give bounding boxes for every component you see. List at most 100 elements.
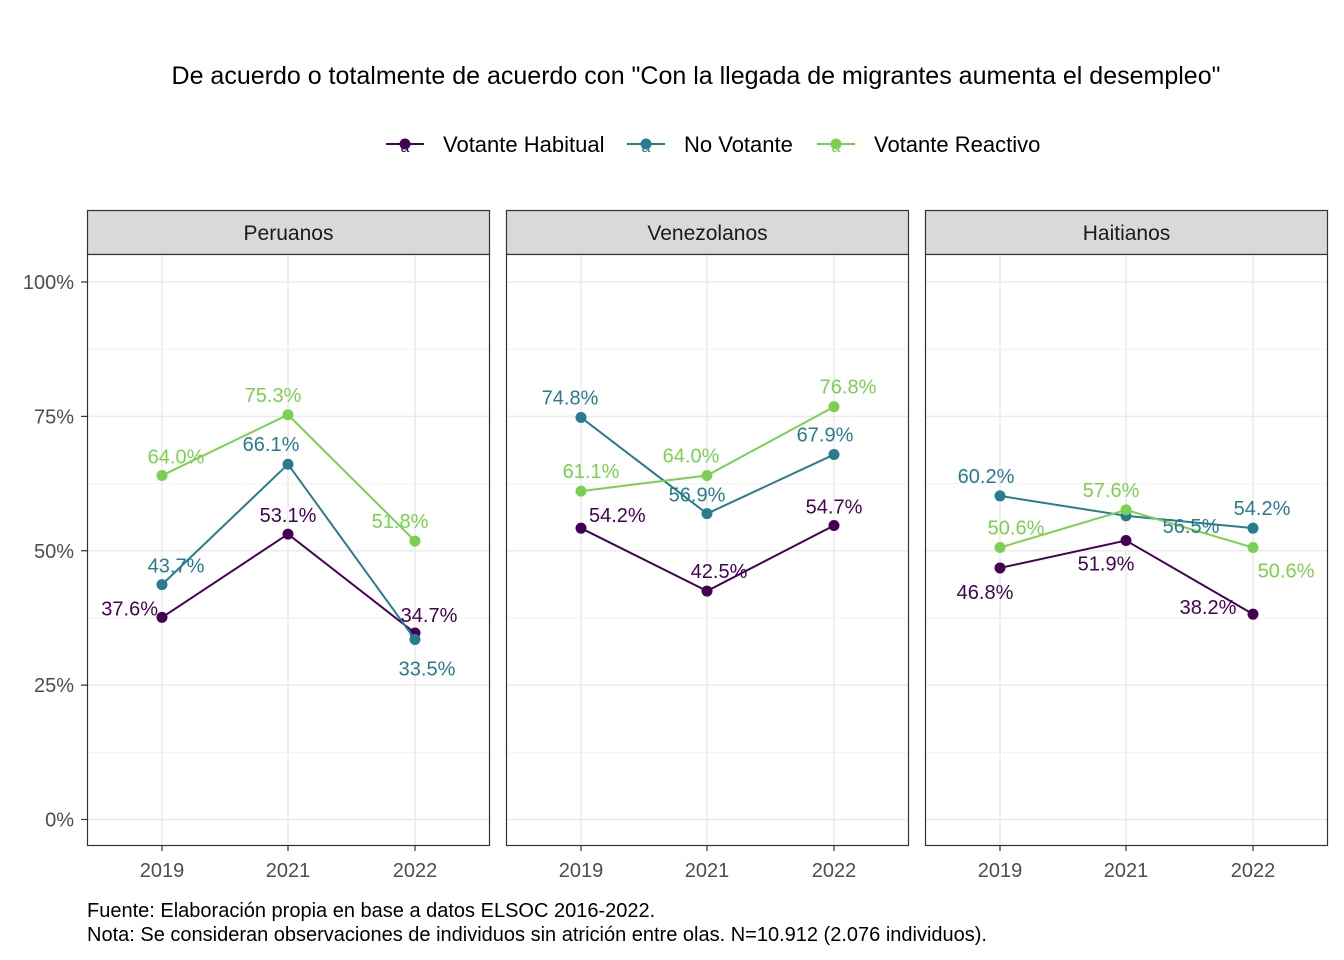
data-label: 51.8% [372,511,429,533]
legend-key-point [399,138,411,150]
data-label: 75.3% [245,385,302,407]
series [575,519,840,597]
chart-title: De acuerdo o totalmente de acuerdo con "… [172,62,1221,90]
legend-item: a No Votante [627,132,793,157]
data-label: 51.9% [1078,554,1135,576]
y-tick-label: 75% [34,406,74,428]
data-label: 54.2% [589,505,646,527]
legend: a Votante Habitual a No Votante a Votante Rea… [386,132,1040,157]
data-point [282,528,294,540]
legend-label: Votante Habitual [443,132,604,157]
data-label: 54.7% [806,496,863,518]
y-tick-label: 50% [34,541,74,563]
data-label: 76.8% [820,377,877,399]
series [994,535,1259,620]
facet-strip-label: Peruanos [244,222,334,245]
series [575,401,840,497]
data-point [1120,504,1132,516]
panel-border [86,253,491,847]
y-tick-label: 0% [45,810,74,832]
data-point [701,585,713,597]
data-point [1120,535,1132,547]
facet-strip-label: Haitianos [1083,222,1171,245]
data-label: 64.0% [148,447,205,469]
caption-source: Fuente: Elaboración propia en base a dat… [87,900,655,922]
data-point [156,470,168,481]
facet-strip [86,209,491,256]
facet-panel: Haitianos 2019 2021 2022 46.8% 51.9% 38.2% 60.2… [924,209,1329,882]
facet-panel: Peruanos 2019 2021 2022 37.6% 53.1% 34.7% 43.7%… [86,209,491,882]
x-tick-label: 2021 [1104,860,1149,882]
legend-item: a Votante Habitual [386,132,604,157]
data-label: 42.5% [691,561,748,583]
facet-panels: Peruanos 2019 2021 2022 37.6% 53.1% 34.7% 43.7%… [86,209,1329,882]
x-tick-label: 2022 [812,860,857,882]
caption-note: Nota: Se consideran observaciones de ind… [87,924,987,946]
x-tick-label: 2019 [978,860,1023,882]
data-label: 74.8% [542,387,599,409]
facet-strip-label: Venezolanos [647,222,767,245]
data-label: 66.1% [243,434,300,456]
x-tick-label: 2021 [685,860,730,882]
data-point [1247,522,1259,534]
data-label: 56.9% [669,485,726,507]
data-label: 56.5% [1163,516,1220,538]
series [156,409,421,547]
legend-key-letter: a [642,139,651,156]
legend-key-point [830,138,842,150]
data-point [282,458,294,470]
facet-strip [505,209,910,256]
data-point [701,508,713,520]
legend-key-point [640,138,652,150]
data-label: 64.0% [663,446,720,468]
x-tick-label: 2019 [140,860,185,882]
legend-label: No Votante [684,132,793,157]
facet-strip [924,209,1329,256]
x-tick-label: 2022 [1231,860,1276,882]
legend-key-letter: a [401,139,410,156]
data-label: 61.1% [563,461,620,483]
data-point [828,449,840,461]
series [994,504,1259,554]
data-label: 57.6% [1083,480,1140,502]
panel-border [505,253,910,847]
data-point [994,562,1006,574]
series [994,490,1259,534]
data-label: 46.8% [957,582,1014,604]
x-tick-label: 2019 [559,860,604,882]
facet-panel: Venezolanos 2019 2021 2022 54.2% 42.5% 54.7% 74… [505,209,910,882]
data-label: 33.5% [399,658,456,680]
data-point [575,485,587,497]
panel-border [924,253,1329,847]
data-point [575,522,587,534]
legend-label: Votante Reactivo [874,132,1040,157]
data-point [156,611,168,623]
data-point [1247,542,1259,554]
data-point [575,411,587,423]
y-tick-label: 100% [23,272,74,294]
series [575,411,840,520]
data-label: 37.6% [101,598,158,620]
y-axis: 0% 25% 50% 75% 100% [23,272,87,832]
legend-item: a Votante Reactivo [817,132,1040,157]
data-label: 67.9% [797,425,854,447]
data-label: 43.7% [148,556,205,578]
y-tick-label: 25% [34,675,74,697]
x-tick-label: 2021 [266,860,311,882]
data-point [282,409,294,421]
data-point [828,519,840,531]
data-label: 50.6% [988,518,1045,540]
data-label: 38.2% [1180,597,1237,619]
data-point [994,490,1006,502]
legend-key-letter: a [832,139,841,156]
data-point [828,401,840,413]
x-tick-label: 2022 [393,860,438,882]
data-label: 60.2% [958,466,1015,488]
data-point [1247,608,1259,620]
data-point [409,535,421,547]
data-label: 50.6% [1258,561,1315,583]
data-label: 54.2% [1234,498,1291,520]
data-label: 34.7% [401,605,458,627]
data-point [701,470,713,481]
